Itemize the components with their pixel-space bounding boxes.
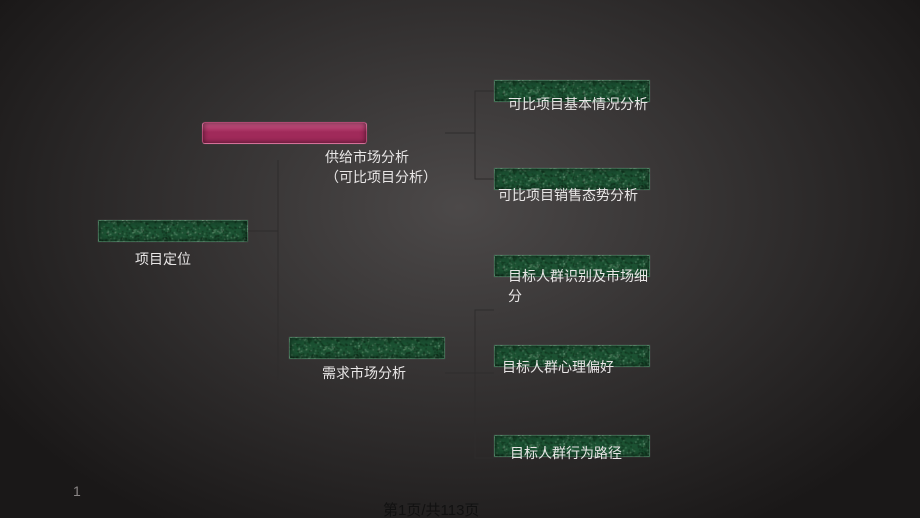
node-root-label: 项目定位 [135, 250, 191, 270]
slide-number: 1 [73, 483, 81, 499]
node-d1-label: 目标人群识别及市场细分 [508, 267, 658, 306]
node-supply-label: 供给市场分析 （可比项目分析） [325, 148, 437, 187]
node-s2-label: 可比项目销售态势分析 [498, 186, 638, 206]
node-s1-label: 可比项目基本情况分析 [508, 95, 648, 115]
connector-line [445, 91, 494, 179]
node-demand [289, 337, 445, 359]
node-d3-label: 目标人群行为路径 [510, 444, 622, 464]
footer-page-indicator: 第1页/共113页 [383, 499, 479, 520]
node-d2-label: 目标人群心理偏好 [502, 358, 614, 378]
node-root [98, 220, 248, 242]
connector-line [248, 160, 278, 380]
connector-line [445, 310, 494, 458]
node-supply [202, 122, 367, 144]
node-demand-label: 需求市场分析 [322, 364, 406, 384]
